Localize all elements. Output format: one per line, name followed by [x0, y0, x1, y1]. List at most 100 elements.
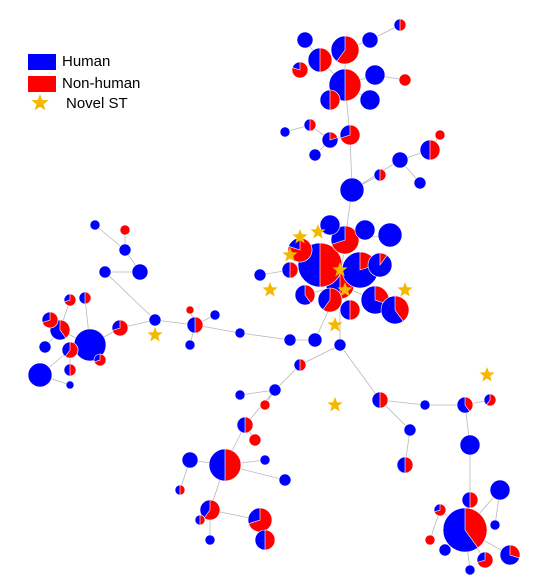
st-node — [204, 534, 216, 546]
st-node — [308, 148, 322, 162]
st-node — [377, 222, 403, 248]
novel-st-star — [337, 282, 353, 297]
st-node — [364, 64, 386, 86]
st-node — [93, 353, 107, 367]
st-node — [294, 284, 316, 306]
st-node — [296, 31, 314, 49]
st-node — [194, 514, 206, 526]
st-node — [434, 129, 446, 141]
st-node — [63, 293, 77, 307]
st-node — [339, 177, 365, 203]
st-node — [248, 433, 262, 447]
legend-label: Non-human — [62, 75, 140, 92]
st-node — [319, 214, 341, 236]
st-node — [433, 503, 447, 517]
st-node — [419, 139, 441, 161]
edge — [299, 344, 341, 366]
st-node — [278, 473, 292, 487]
st-node — [199, 499, 221, 521]
st-node — [438, 543, 452, 557]
st-node — [442, 507, 488, 553]
legend-label: Novel ST — [66, 95, 128, 112]
st-node — [38, 340, 52, 354]
st-node — [319, 89, 341, 111]
st-node — [499, 544, 521, 566]
st-node — [476, 551, 494, 569]
st-node — [339, 124, 361, 146]
st-node — [283, 333, 297, 347]
st-node — [403, 423, 417, 437]
novel-st-star — [327, 397, 343, 412]
legend-label: Human — [62, 53, 110, 70]
st-node — [268, 383, 282, 397]
novel-st-markers — [147, 224, 495, 412]
st-node — [41, 311, 59, 329]
st-node — [307, 47, 333, 73]
st-node — [361, 31, 379, 49]
legend-swatch-human — [28, 54, 56, 70]
st-node — [279, 126, 291, 138]
edge — [239, 332, 291, 341]
st-node — [354, 219, 376, 241]
st-node — [185, 305, 195, 315]
st-node — [291, 61, 309, 79]
legend-swatch-nonhuman — [28, 76, 56, 92]
legend-star — [31, 94, 49, 111]
st-node — [489, 519, 501, 531]
novel-st-star — [310, 224, 326, 239]
st-node — [281, 261, 299, 279]
st-node — [396, 456, 414, 474]
edge — [339, 344, 381, 401]
novel-st-star — [327, 317, 343, 332]
st-node — [186, 316, 204, 334]
st-node — [391, 151, 409, 169]
st-node — [456, 396, 474, 414]
st-node — [393, 18, 407, 32]
st-node — [464, 564, 476, 576]
legend: Human Non-human Novel ST — [28, 53, 140, 112]
novel-st-star — [147, 327, 163, 342]
st-node — [461, 491, 479, 509]
st-node — [259, 454, 271, 466]
st-node — [459, 434, 481, 456]
st-node — [307, 332, 323, 348]
st-node — [148, 313, 162, 327]
st-node — [27, 362, 53, 388]
st-node — [131, 263, 149, 281]
edge — [104, 271, 156, 321]
st-node — [111, 319, 129, 337]
st-node — [293, 358, 307, 372]
st-node — [489, 479, 511, 501]
novel-st-star — [292, 229, 308, 244]
st-node — [330, 225, 360, 255]
st-node — [209, 309, 221, 321]
st-node — [380, 295, 410, 325]
st-node — [398, 73, 412, 87]
st-node — [234, 327, 246, 339]
st-node — [208, 448, 242, 482]
st-node — [181, 451, 199, 469]
st-node — [253, 268, 267, 282]
st-node — [236, 416, 254, 434]
st-node — [98, 265, 112, 279]
st-node — [174, 484, 186, 496]
st-node — [333, 338, 347, 352]
st-node — [330, 35, 360, 65]
st-node — [89, 219, 101, 231]
novel-st-star — [262, 282, 278, 297]
st-node — [119, 224, 131, 236]
novel-st-star — [282, 247, 298, 262]
st-node — [373, 168, 387, 182]
st-node — [424, 534, 436, 546]
st-node — [371, 391, 389, 409]
novel-st-star — [397, 282, 413, 297]
st-node — [61, 341, 79, 359]
st-node — [78, 291, 92, 305]
edge — [94, 224, 126, 251]
st-node — [254, 529, 276, 551]
st-node — [367, 252, 393, 278]
st-node — [419, 399, 431, 411]
st-node — [359, 89, 381, 111]
st-node — [339, 299, 361, 321]
st-node — [63, 363, 77, 377]
